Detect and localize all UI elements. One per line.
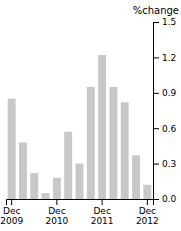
bar xyxy=(76,164,84,199)
x-tick-mark xyxy=(147,199,148,205)
y-tick-mark xyxy=(153,93,159,94)
bar xyxy=(42,193,50,199)
y-axis: 0.0 0.3 0.6 0.9 1.2 1.5 xyxy=(153,17,177,204)
x-tick: Dec2011 xyxy=(91,199,114,226)
y-label: %change xyxy=(133,5,179,16)
chart: Dec2009Dec2010Dec2011Dec20120.00.30.60.9… xyxy=(0,0,181,231)
x-tick-label-line: Dec xyxy=(48,206,65,216)
x-tick-label-line: 2011 xyxy=(91,216,114,226)
bar xyxy=(30,173,38,199)
x-tick-label: Dec2010 xyxy=(45,206,68,226)
x-tick-label: Dec2009 xyxy=(0,206,23,226)
bar xyxy=(53,178,61,199)
y-tick-label: 0.6 xyxy=(162,124,177,134)
x-tick: Dec2010 xyxy=(45,199,68,226)
x-tick-label-line: Dec xyxy=(3,206,20,216)
y-tick-mark xyxy=(153,164,159,165)
bar xyxy=(64,132,72,199)
x-tick-label-line: Dec xyxy=(93,206,110,216)
bar xyxy=(98,55,106,199)
y-tick: 0.3 xyxy=(153,159,176,169)
y-tick-label: 0.0 xyxy=(162,194,177,204)
plot: Dec2009Dec2010Dec2011Dec20120.00.30.60.9… xyxy=(0,17,176,226)
bar xyxy=(132,155,140,199)
y-tick-mark xyxy=(153,128,159,129)
y-tick: 0.6 xyxy=(153,124,177,134)
y-tick-mark xyxy=(153,199,159,200)
bar xyxy=(143,185,151,199)
y-tick-label: 0.9 xyxy=(162,88,177,98)
bar xyxy=(8,99,16,199)
x-tick-label-line: 2010 xyxy=(45,216,68,226)
bar xyxy=(19,142,27,199)
x-tick-label: Dec2012 xyxy=(136,206,159,226)
y-axis-line xyxy=(154,23,160,200)
x-tick-label-line: Dec xyxy=(139,206,156,216)
y-tick-mark xyxy=(153,22,159,23)
bars xyxy=(8,55,152,199)
y-tick-label: 1.2 xyxy=(162,53,176,63)
bar xyxy=(109,87,117,199)
x-tick-mark xyxy=(11,199,12,205)
y-tick: 1.2 xyxy=(153,53,176,63)
y-tick: 1.5 xyxy=(153,17,176,27)
x-tick-label-line: 2012 xyxy=(136,216,159,226)
x-tick: Dec2009 xyxy=(0,199,23,226)
y-tick-label: 0.3 xyxy=(162,159,176,169)
bar xyxy=(87,87,95,199)
x-tick-mark xyxy=(56,199,57,205)
y-tick: 0.9 xyxy=(153,88,177,98)
bar xyxy=(121,102,129,199)
x-tick-label: Dec2011 xyxy=(91,206,114,226)
x-tick: Dec2012 xyxy=(136,199,159,226)
y-tick-label: 1.5 xyxy=(162,17,176,27)
x-axis-line xyxy=(7,200,154,206)
y-tick-mark xyxy=(153,57,159,58)
y-tick: 0.0 xyxy=(153,194,177,204)
x-axis: Dec2009Dec2010Dec2011Dec2012 xyxy=(0,199,159,226)
x-tick-label-line: 2009 xyxy=(0,216,23,226)
x-tick-mark xyxy=(102,199,103,205)
